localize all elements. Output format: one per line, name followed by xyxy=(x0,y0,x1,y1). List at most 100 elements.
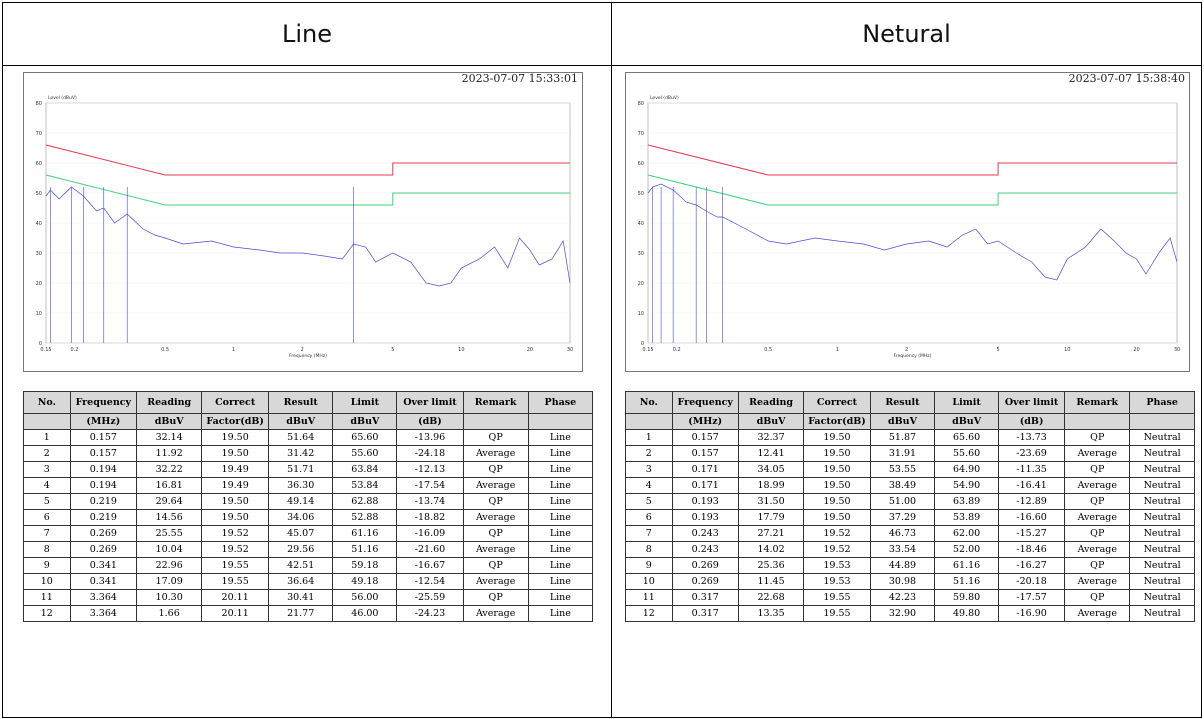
table-cell: 30.41 xyxy=(267,589,334,606)
table-cell: 62.00 xyxy=(934,525,1000,542)
table-cell: -17.54 xyxy=(396,477,464,494)
table-row: 5 0.193 31.50 19.50 51.00 63.89 -12.89 QP Neutra… xyxy=(625,493,1195,510)
table-row: 3 0.194 32.22 19.49 51.71 63.84 -12.13 QP Line xyxy=(23,461,594,478)
table-cell: -18.46 xyxy=(998,541,1066,558)
y-tick-label: 10 xyxy=(638,311,644,317)
table-cell: QP xyxy=(462,589,529,606)
table-cell: Average xyxy=(1064,605,1131,622)
x-tick-label: 30 xyxy=(567,347,573,353)
table-cell: Over limit xyxy=(998,391,1066,414)
table-row: 6 0.219 14.56 19.50 34.06 52.88 -18.82 Average L… xyxy=(23,509,594,526)
table-cell: 32.90 xyxy=(869,605,936,622)
table-cell: 11 xyxy=(625,589,673,606)
table-cell: Neutral xyxy=(1129,477,1195,494)
table-cell: 11.45 xyxy=(737,573,805,590)
table-cell: -18.82 xyxy=(396,509,464,526)
table-cell: 12.41 xyxy=(737,445,805,462)
table-cell: 53.84 xyxy=(332,477,398,494)
table-cell: Average xyxy=(1064,477,1131,494)
table-cell: 31.50 xyxy=(737,493,805,510)
table-cell: 34.06 xyxy=(267,509,334,526)
x-tick-label: 1 xyxy=(232,347,235,353)
table-cell: Neutral xyxy=(1129,605,1195,622)
table-row: 1 0.157 32.14 19.50 51.64 65.60 -13.96 QP Line xyxy=(23,429,594,446)
x-tick-label: 10 xyxy=(1064,347,1070,353)
table-cell: Line xyxy=(527,493,594,510)
table-cell: 51.64 xyxy=(267,429,334,446)
table-row: 2 0.157 11.92 19.50 31.42 55.60 -24.18 Average L… xyxy=(23,445,594,462)
table-row: 9 0.269 25.36 19.53 44.89 61.16 -16.27 QP Neutra… xyxy=(625,557,1195,574)
table-cell: 19.49 xyxy=(201,461,269,478)
y-tick-label: 80 xyxy=(638,101,644,107)
table-cell: 12 xyxy=(23,605,71,622)
column-divider xyxy=(611,3,612,717)
table-cell: Correct xyxy=(201,391,269,414)
table-cell: 51.16 xyxy=(332,541,398,558)
series-line xyxy=(647,174,1177,206)
table-cell: 0.269 xyxy=(69,541,138,558)
table-cell: Average xyxy=(462,509,529,526)
table-cell: 0.157 xyxy=(671,445,739,462)
x-tick-label: 10 xyxy=(458,347,464,353)
table-cell: 17.09 xyxy=(136,573,203,590)
table-cell: 0.341 xyxy=(69,573,138,590)
table-row: 12 0.317 13.35 19.55 32.90 49.80 -16.90 Average… xyxy=(625,605,1195,622)
x-tick-label: 0.5 xyxy=(161,347,169,353)
chart-line: 2023-07-07 15:33:01 0 10 20 30 40 50 60 70 80 0.1… xyxy=(23,72,583,372)
table-cell: 3 xyxy=(23,461,71,478)
table-row: 8 0.243 14.02 19.52 33.54 52.00 -18.46 Average N… xyxy=(625,541,1195,558)
table-cell: Average xyxy=(1064,541,1131,558)
table-cell: 52.88 xyxy=(332,509,398,526)
table-cell: -12.89 xyxy=(998,493,1066,510)
table-cell: -13.73 xyxy=(998,429,1066,446)
table-cell: 10 xyxy=(625,573,673,590)
table-row: 9 0.341 22.96 19.55 42.51 59.18 -16.67 QP Line xyxy=(23,557,594,574)
table-cell: Line xyxy=(527,445,594,462)
table-cell: 19.49 xyxy=(201,477,269,494)
table-cell: 19.50 xyxy=(201,445,269,462)
table-row: 11 0.317 22.68 19.55 42.23 59.80 -17.57 QP Neutr… xyxy=(625,589,1195,606)
table-header-row: No. Frequency Reading Correct Result Limit Ove… xyxy=(625,391,1195,414)
table-cell: Line xyxy=(527,541,594,558)
table-cell xyxy=(527,413,594,430)
y-tick-label: 0 xyxy=(641,341,644,347)
table-cell: 22.68 xyxy=(737,589,805,606)
table-cell: 0.194 xyxy=(69,477,138,494)
table-cell: -16.41 xyxy=(998,477,1066,494)
table-cell: -12.54 xyxy=(396,573,464,590)
table-cell: 3 xyxy=(625,461,673,478)
table-cell: 17.79 xyxy=(737,509,805,526)
table-cell: QP xyxy=(1064,525,1131,542)
table-cell: QP xyxy=(1064,493,1131,510)
table-cell: 0.317 xyxy=(671,605,739,622)
table-cell: 6 xyxy=(23,509,71,526)
table-cell: 44.89 xyxy=(869,557,936,574)
table-cell: 59.80 xyxy=(934,589,1000,606)
table-cell: 0.341 xyxy=(69,557,138,574)
table-cell: 2 xyxy=(625,445,673,462)
table-cell: 9 xyxy=(625,557,673,574)
table-cell: Average xyxy=(462,477,529,494)
table-cell: 10 xyxy=(23,573,71,590)
table-cell: 3.364 xyxy=(69,589,138,606)
table-cell: Neutral xyxy=(1129,525,1195,542)
table-cell: 12 xyxy=(625,605,673,622)
table-cell: No. xyxy=(23,391,71,414)
table-cell: 37.29 xyxy=(869,509,936,526)
table-cell: (MHz) xyxy=(671,413,739,430)
table-cell: 19.50 xyxy=(803,461,871,478)
table-cell: Neutral xyxy=(1129,589,1195,606)
x-tick-label: 2 xyxy=(301,347,304,353)
table-cell: 59.18 xyxy=(332,557,398,574)
table-cell: Neutral xyxy=(1129,461,1195,478)
series-line xyxy=(647,144,1177,176)
y-tick-label: 80 xyxy=(36,101,42,107)
measurement-table-neutral: No. Frequency Reading Correct Result Limit Ove… xyxy=(625,391,1195,622)
table-cell: -25.59 xyxy=(396,589,464,606)
table-cell: 63.89 xyxy=(934,493,1000,510)
table-cell: 19.50 xyxy=(201,429,269,446)
table-cell: (dB) xyxy=(396,413,464,430)
table-cell xyxy=(23,413,71,430)
table-cell: 54.90 xyxy=(934,477,1000,494)
